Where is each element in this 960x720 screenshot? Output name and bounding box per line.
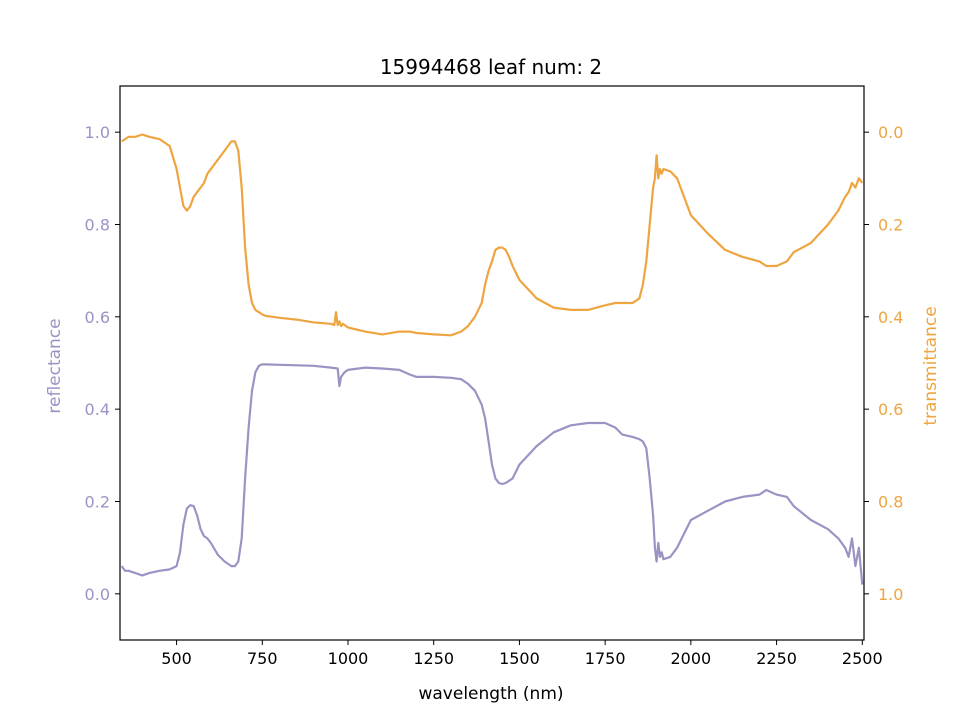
x-tick-label: 1000 — [328, 649, 369, 668]
transmittance-line — [121, 133, 864, 337]
x-axis-ticks: 500 750 1000 1250 1500 1750 2000 2250 2500 — [161, 640, 883, 668]
x-tick-label: 1750 — [585, 649, 626, 668]
x-tick-label: 750 — [247, 649, 278, 668]
y-tick-label: 0.0 — [85, 585, 110, 604]
right-y-axis-ticks: 0.0 0.2 0.4 0.6 0.8 1.0 — [864, 123, 903, 604]
chart-title: 15994468 leaf num: 2 — [380, 55, 602, 79]
x-tick-label: 1500 — [499, 649, 540, 668]
y2-tick-label: 0.6 — [878, 400, 903, 419]
y2-tick-label: 1.0 — [878, 585, 903, 604]
y2-tick-label: 0.8 — [878, 493, 903, 512]
x-tick-label: 2000 — [670, 649, 711, 668]
y2-tick-label: 0.4 — [878, 308, 903, 327]
plot-lines — [120, 133, 864, 585]
x-tick-label: 500 — [161, 649, 192, 668]
reflectance-line — [120, 363, 864, 585]
y-tick-label: 0.4 — [85, 400, 110, 419]
plot-frame — [119, 85, 865, 641]
x-axis-label: wavelength (nm) — [418, 684, 563, 704]
y-tick-label: 1.0 — [85, 123, 110, 142]
y-tick-label: 0.8 — [85, 216, 110, 235]
y2-tick-label: 0.0 — [878, 123, 903, 142]
y-tick-label: 0.2 — [85, 493, 110, 512]
x-tick-label: 1250 — [413, 649, 454, 668]
x-tick-label: 2250 — [756, 649, 797, 668]
right-y-axis-label: transmittance — [921, 306, 941, 425]
y2-tick-label: 0.2 — [878, 216, 903, 235]
x-tick-label: 2500 — [842, 649, 883, 668]
left-y-axis-ticks: 0.0 0.2 0.4 0.6 0.8 1.0 — [85, 123, 120, 604]
left-y-axis-label: reflectance — [45, 318, 65, 413]
y-tick-label: 0.6 — [85, 308, 110, 327]
